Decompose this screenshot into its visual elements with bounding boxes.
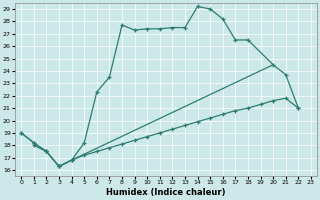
X-axis label: Humidex (Indice chaleur): Humidex (Indice chaleur) bbox=[106, 188, 226, 197]
